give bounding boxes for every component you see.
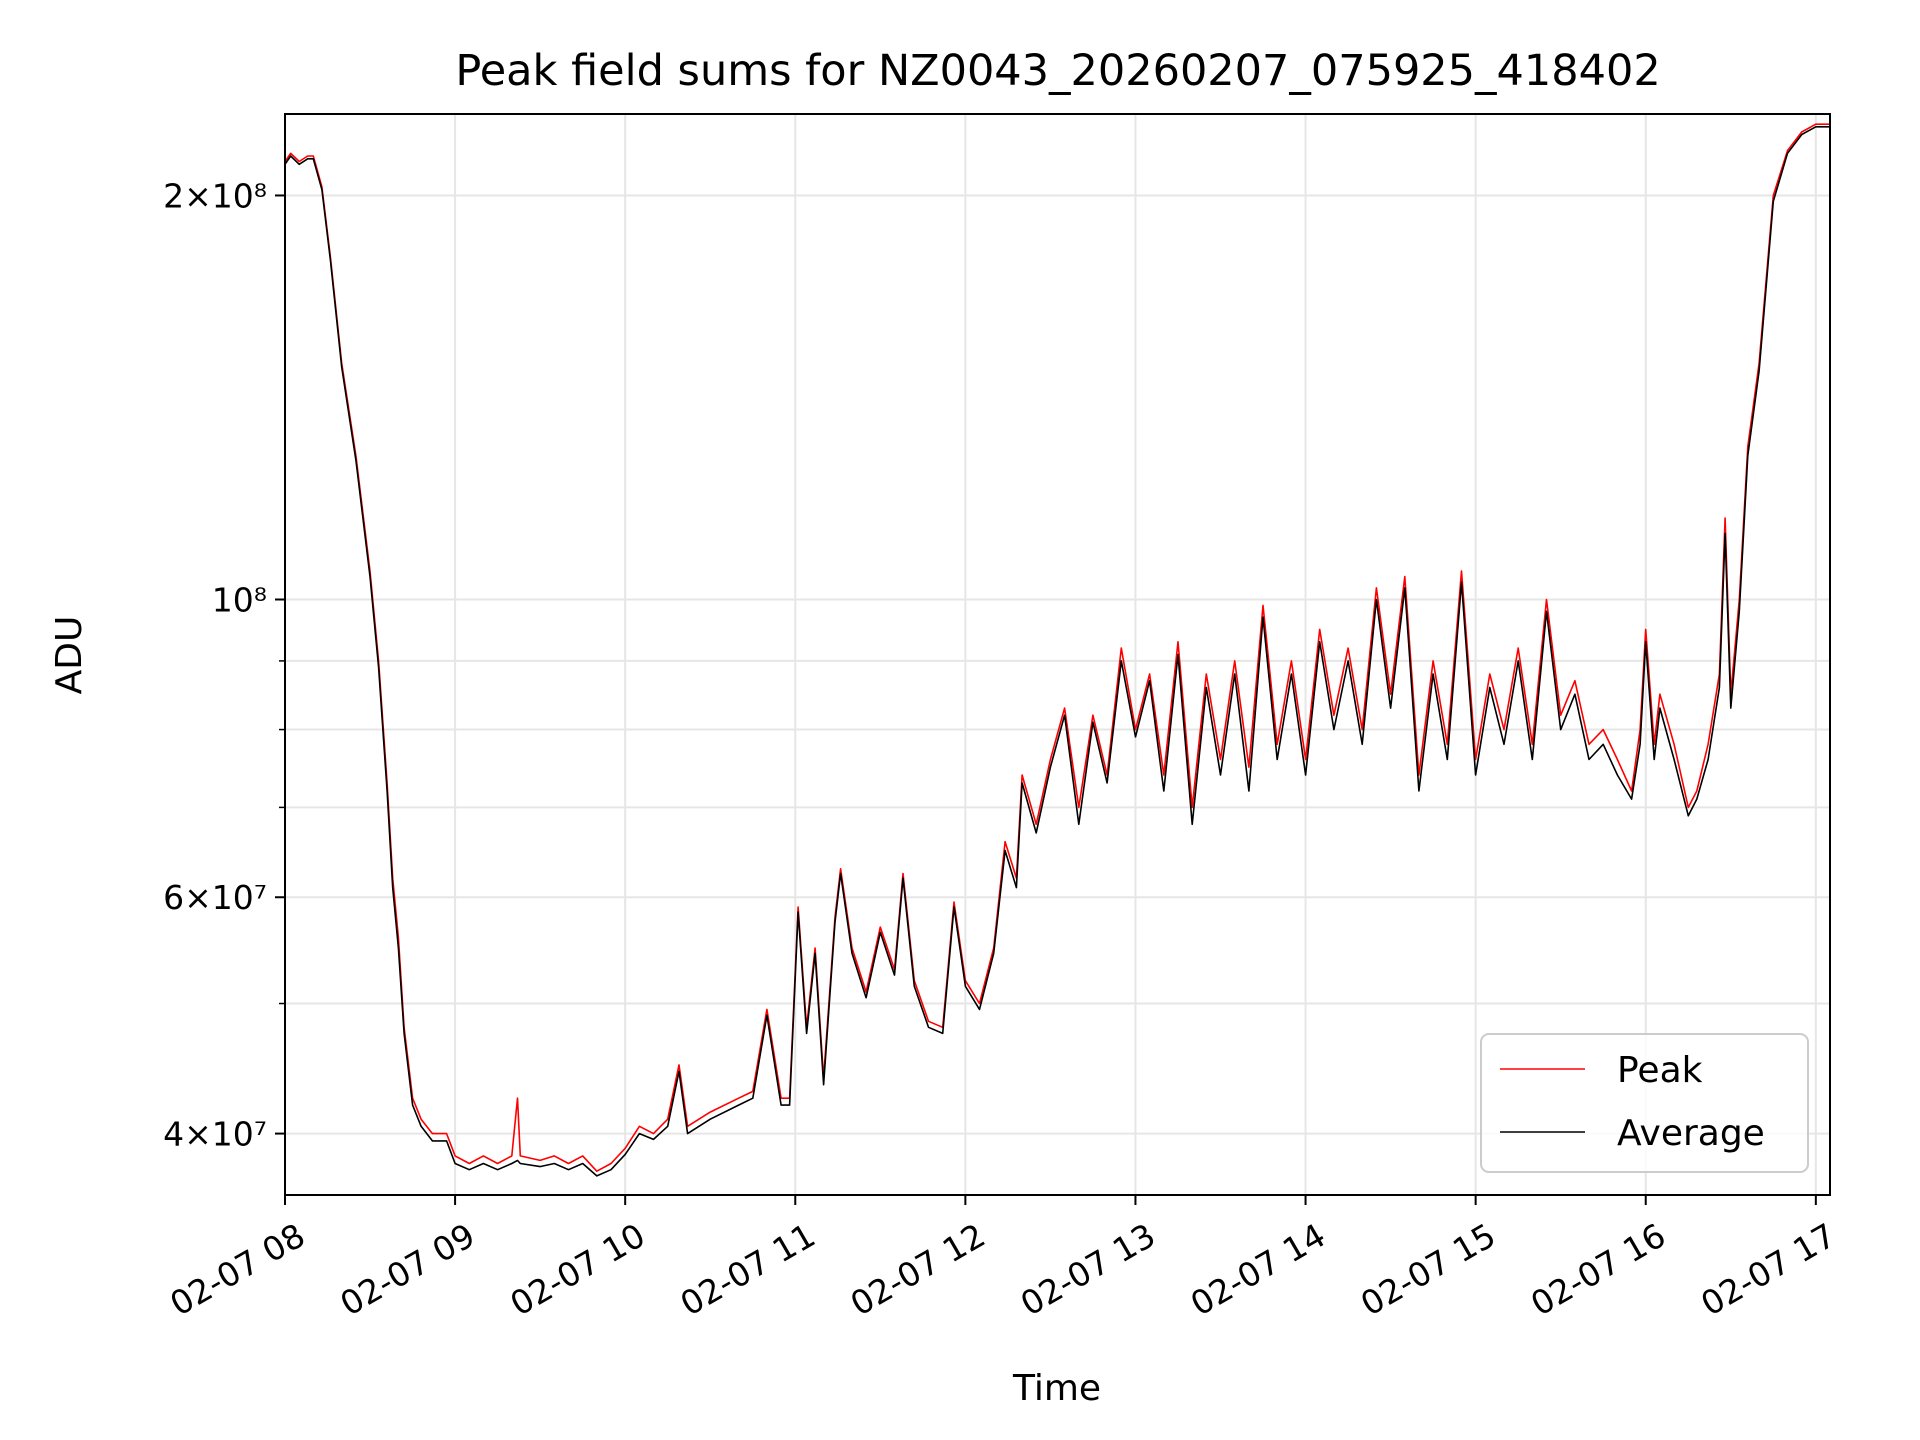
legend: Peak Average (1480, 1033, 1809, 1173)
x-axis-label: Time (1012, 1368, 1101, 1409)
y-tick-label: 6×10⁷ (163, 878, 267, 917)
y-tick-label: 10⁸ (212, 580, 267, 619)
series-layer (285, 123, 1830, 1177)
y-axis-label: ADU (49, 616, 90, 695)
plot-frame (284, 113, 1831, 1196)
legend-label-peak: Peak (1617, 1050, 1703, 1091)
chart-title: Peak field sums for NZ0043_20260207_0759… (455, 46, 1660, 96)
legend-label-average: Average (1617, 1113, 1765, 1154)
y-tick-label: 2×10⁸ (163, 176, 267, 215)
series-line-average (285, 126, 1830, 1177)
y-tick-label: 4×10⁷ (163, 1115, 267, 1154)
